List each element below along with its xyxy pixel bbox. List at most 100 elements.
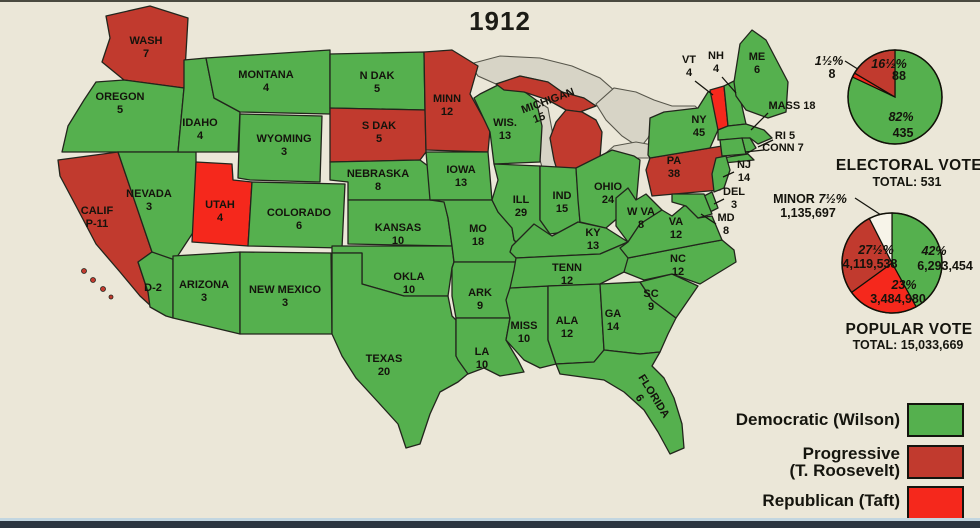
state-label-tenn: 12 — [561, 275, 573, 287]
top-border-rule — [0, 0, 980, 2]
state-iowa — [425, 151, 493, 201]
state-nj — [711, 155, 731, 193]
state-label-colorado: 6 — [296, 220, 302, 232]
state-label-md: 8 — [723, 225, 729, 237]
state-label-nevada: 3 — [146, 201, 152, 213]
state-label-wash: WASH — [130, 35, 163, 47]
legend-swatch-democratic — [907, 403, 964, 437]
state-va — [619, 205, 723, 259]
leader-line — [721, 76, 737, 94]
state-florida — [555, 349, 685, 455]
state-label-sc: SC — [643, 288, 658, 300]
state-md — [671, 193, 713, 219]
state-label-vt: VT — [682, 54, 696, 66]
state-label-miss: 10 — [518, 333, 530, 345]
channel-island — [90, 277, 96, 283]
state-label-texas: TEXAS — [366, 353, 403, 365]
electoral-vote-total: TOTAL: 531 — [872, 175, 942, 189]
state-label-okla: 10 — [403, 284, 415, 296]
state-label-calif: CALIF — [81, 205, 114, 217]
state-label-w-va: W VA — [627, 206, 655, 218]
state-label-pa: PA — [667, 155, 682, 167]
bottom-border-light — [0, 518, 980, 521]
channel-island — [100, 286, 106, 292]
state-label-idaho: IDAHO — [182, 117, 218, 129]
leader-line — [722, 171, 735, 178]
leader-line — [854, 197, 882, 216]
svg-text:6: 6 — [633, 392, 646, 404]
page-title: 1912 — [469, 6, 531, 36]
state-label-ind: 15 — [556, 203, 568, 215]
bottom-border-dark — [0, 521, 980, 528]
state-label-oregon: OREGON — [96, 91, 145, 103]
state-label-ri: RI 5 — [775, 130, 795, 142]
state-label-s-dak: 5 — [376, 133, 382, 145]
channel-island — [81, 268, 87, 274]
state-label-utah: UTAH — [205, 199, 235, 211]
state-label-kansas: KANSAS — [375, 222, 421, 234]
state-conn — [719, 137, 747, 157]
electoral-pie-votes-progressive: 88 — [892, 69, 906, 83]
state-label-new-mexico: NEW MEXICO — [249, 284, 322, 296]
state-label-texas: 20 — [378, 366, 390, 378]
state-label-nh: NH — [708, 50, 724, 62]
legend-swatch-republican — [907, 486, 964, 520]
state-label-colorado: COLORADO — [267, 207, 332, 219]
state-label-conn: CONN 7 — [762, 142, 804, 154]
state-label-iowa: IOWA — [446, 164, 475, 176]
state-label-w-va: 8 — [638, 219, 644, 231]
state-label-minn: MINN — [433, 93, 461, 105]
state-label-ohio: OHIO — [594, 181, 623, 193]
legend-swatch-progressive — [907, 445, 964, 479]
state-label-ark: 9 — [477, 300, 483, 312]
state-label-nh: 4 — [713, 63, 720, 75]
legend-label-republican: Republican (Taft) — [762, 491, 900, 510]
state-label-nc: 12 — [672, 266, 684, 278]
state-label-nc: NC — [670, 253, 686, 265]
state-wash — [101, 5, 189, 89]
electoral-vote-heading: ELECTORAL VOTE — [835, 157, 980, 174]
state-label-n-dak: 5 — [374, 83, 380, 95]
state-label-wyoming: 3 — [281, 146, 287, 158]
electoral-pie-outline — [847, 49, 943, 145]
state-texas — [331, 252, 471, 449]
state-label-miss: MISS — [511, 320, 538, 332]
popular-pie-votes-progressive: 4,119,538 — [843, 257, 898, 271]
state-label-s-dak: S DAK — [362, 120, 396, 132]
state-label-kansas: 10 — [392, 235, 404, 247]
state-montana — [205, 49, 331, 115]
state-label-ky: KY — [585, 227, 601, 239]
state-label-utah: 4 — [217, 212, 224, 224]
state-label-wis: 13 — [499, 130, 511, 142]
state-label-va: VA — [669, 216, 684, 228]
state-label-minn: 12 — [441, 106, 453, 118]
state-label-calif-d2: D-2 — [144, 282, 162, 294]
state-label-sc: 9 — [648, 301, 654, 313]
state-me — [733, 29, 789, 119]
state-label-ill: ILL — [513, 194, 530, 206]
state-label-ohio: 24 — [602, 194, 615, 206]
popular-pie-pct-progressive: 27½% — [857, 243, 893, 257]
state-label-me: ME — [749, 51, 766, 63]
legend-label-democratic: Democratic (Wilson) — [735, 410, 900, 429]
state-label-arizona: 3 — [201, 292, 207, 304]
state-label-me: 6 — [754, 64, 760, 76]
state-label-pa: 38 — [668, 168, 680, 180]
state-label-vt: 4 — [686, 67, 693, 79]
popular-pie-pct-democratic: 42% — [920, 244, 946, 258]
state-label-mo: MO — [469, 223, 487, 235]
state-label-ill: 29 — [515, 207, 527, 219]
state-ky — [509, 221, 629, 259]
state-label-idaho: 4 — [197, 130, 204, 142]
state-ny — [647, 89, 719, 159]
state-label-mass: MASS 18 — [768, 100, 815, 112]
state-label-ala: ALA — [556, 315, 579, 327]
electoral-pie-votes-republican: 8 — [829, 67, 836, 81]
popular-pie-pct-republican: 23% — [890, 278, 916, 292]
state-label-del: 3 — [731, 199, 737, 211]
state-label-nevada: NEVADA — [126, 188, 172, 200]
state-label-ny: 45 — [693, 127, 705, 139]
state-label-nj: 14 — [738, 172, 751, 184]
state-label-va: 12 — [670, 229, 682, 241]
